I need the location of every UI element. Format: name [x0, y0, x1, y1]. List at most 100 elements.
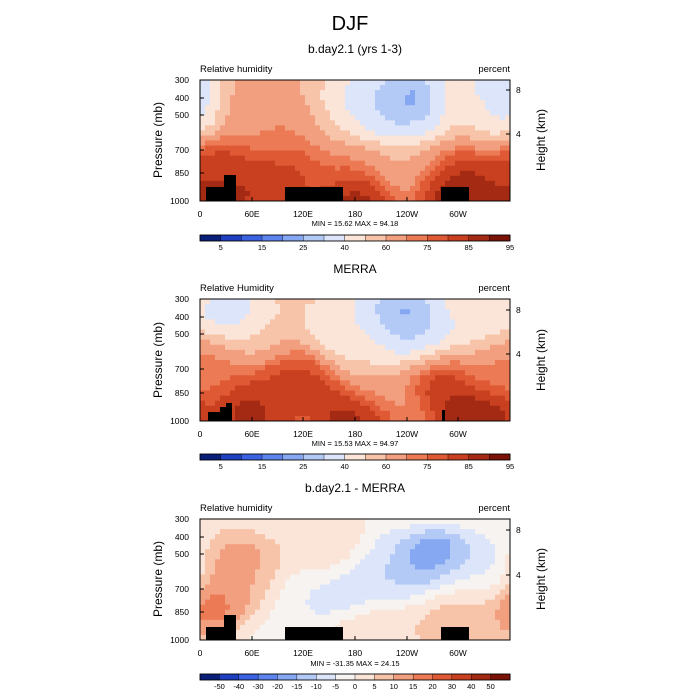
contour-cell [455, 80, 461, 86]
contour-cell [490, 589, 496, 596]
contour-cell [260, 145, 266, 151]
colorbar-swatch [406, 234, 428, 242]
contour-cell [425, 549, 431, 555]
contour-cell [425, 415, 431, 421]
contour-cell [490, 110, 496, 116]
contour-cell [360, 395, 366, 402]
contour-cell [405, 634, 411, 640]
contour-cell [230, 360, 236, 366]
contour-cell [370, 400, 376, 407]
contour-cell [450, 604, 456, 611]
contour-cell [335, 319, 341, 325]
contour-cell [370, 90, 376, 96]
contour-cell [240, 594, 246, 601]
contour-cell [335, 130, 341, 136]
contour-cell [405, 90, 411, 96]
contour-cell [205, 125, 211, 131]
contour-cell [495, 360, 501, 366]
contour-cell [215, 544, 221, 550]
contour-cell [265, 539, 271, 545]
contour-cell [350, 569, 356, 575]
contour-cell [320, 410, 326, 417]
contour-cell [250, 574, 256, 580]
contour-cell [225, 589, 231, 596]
contour-cell [420, 410, 426, 417]
contour-cell [285, 130, 291, 136]
contour-cell [210, 180, 216, 187]
contour-cell [425, 140, 431, 146]
contour-cell [505, 375, 510, 381]
contour-cell [325, 319, 331, 325]
contour-cell [250, 165, 256, 172]
contour-cell [210, 365, 216, 371]
contour-cell [365, 629, 371, 636]
contour-cell [280, 405, 286, 412]
contour-cell [460, 100, 466, 106]
contour-cell [215, 80, 221, 86]
contour-cell [305, 549, 311, 555]
contour-cell [320, 390, 326, 396]
contour-cell [335, 160, 341, 167]
contour-cell [400, 349, 406, 356]
contour-cell [350, 554, 356, 560]
contour-cell [480, 604, 486, 611]
contour-cell [315, 100, 321, 106]
contour-cell [370, 619, 376, 626]
contour-cell [205, 155, 211, 162]
contour-cell [350, 385, 356, 391]
contour-cell [205, 170, 211, 177]
contour-cell [350, 395, 356, 402]
contour-cell [385, 349, 391, 356]
contour-cell [330, 534, 336, 540]
contour-cell [435, 170, 441, 177]
contour-cell [460, 385, 466, 391]
contour-cell [240, 415, 246, 421]
contour-cell [325, 360, 331, 366]
contour-cell [420, 584, 426, 590]
contour-cell [220, 150, 226, 157]
contour-cell [440, 370, 446, 376]
contour-cell [415, 415, 421, 421]
contour-cell [430, 190, 436, 197]
contour-cell [425, 344, 431, 351]
contour-cell [300, 534, 306, 540]
contour-cell [210, 314, 216, 320]
contour-cell [360, 90, 366, 96]
contour-cell [250, 90, 256, 96]
contour-cell [370, 405, 376, 412]
contour-cell [240, 400, 246, 407]
colorbar-swatch [257, 673, 279, 681]
contour-cell [385, 115, 391, 121]
contour-cell [330, 395, 336, 402]
contour-cell [345, 135, 351, 141]
contour-cell [490, 115, 496, 121]
colorbar-label: 20 [428, 682, 436, 691]
contour-cell [335, 415, 341, 421]
contour-cell [310, 140, 316, 146]
contour-cell [265, 135, 271, 141]
contour-cell [335, 324, 341, 330]
contour-cell [220, 130, 226, 136]
contour-cell [250, 400, 256, 407]
contour-cell [485, 400, 491, 407]
contour-cell [275, 344, 281, 351]
contour-cell [475, 574, 481, 580]
contour-cell [480, 539, 486, 545]
contour-cell [245, 190, 251, 197]
contour-cell [335, 579, 341, 585]
contour-cell [335, 529, 341, 535]
contour-cell [245, 584, 251, 590]
contour-cell [375, 529, 381, 535]
contour-cell [265, 609, 271, 616]
contour-cell [450, 100, 456, 106]
contour-cell [280, 125, 286, 131]
contour-cell [435, 524, 441, 530]
contour-cell [245, 534, 251, 540]
contour-cell [350, 349, 356, 356]
contour-cell [305, 344, 311, 351]
contour-cell [410, 354, 416, 361]
contour-cell [360, 410, 366, 417]
contour-cell [280, 395, 286, 402]
contour-cell [475, 125, 481, 131]
contour-cell [460, 165, 466, 172]
